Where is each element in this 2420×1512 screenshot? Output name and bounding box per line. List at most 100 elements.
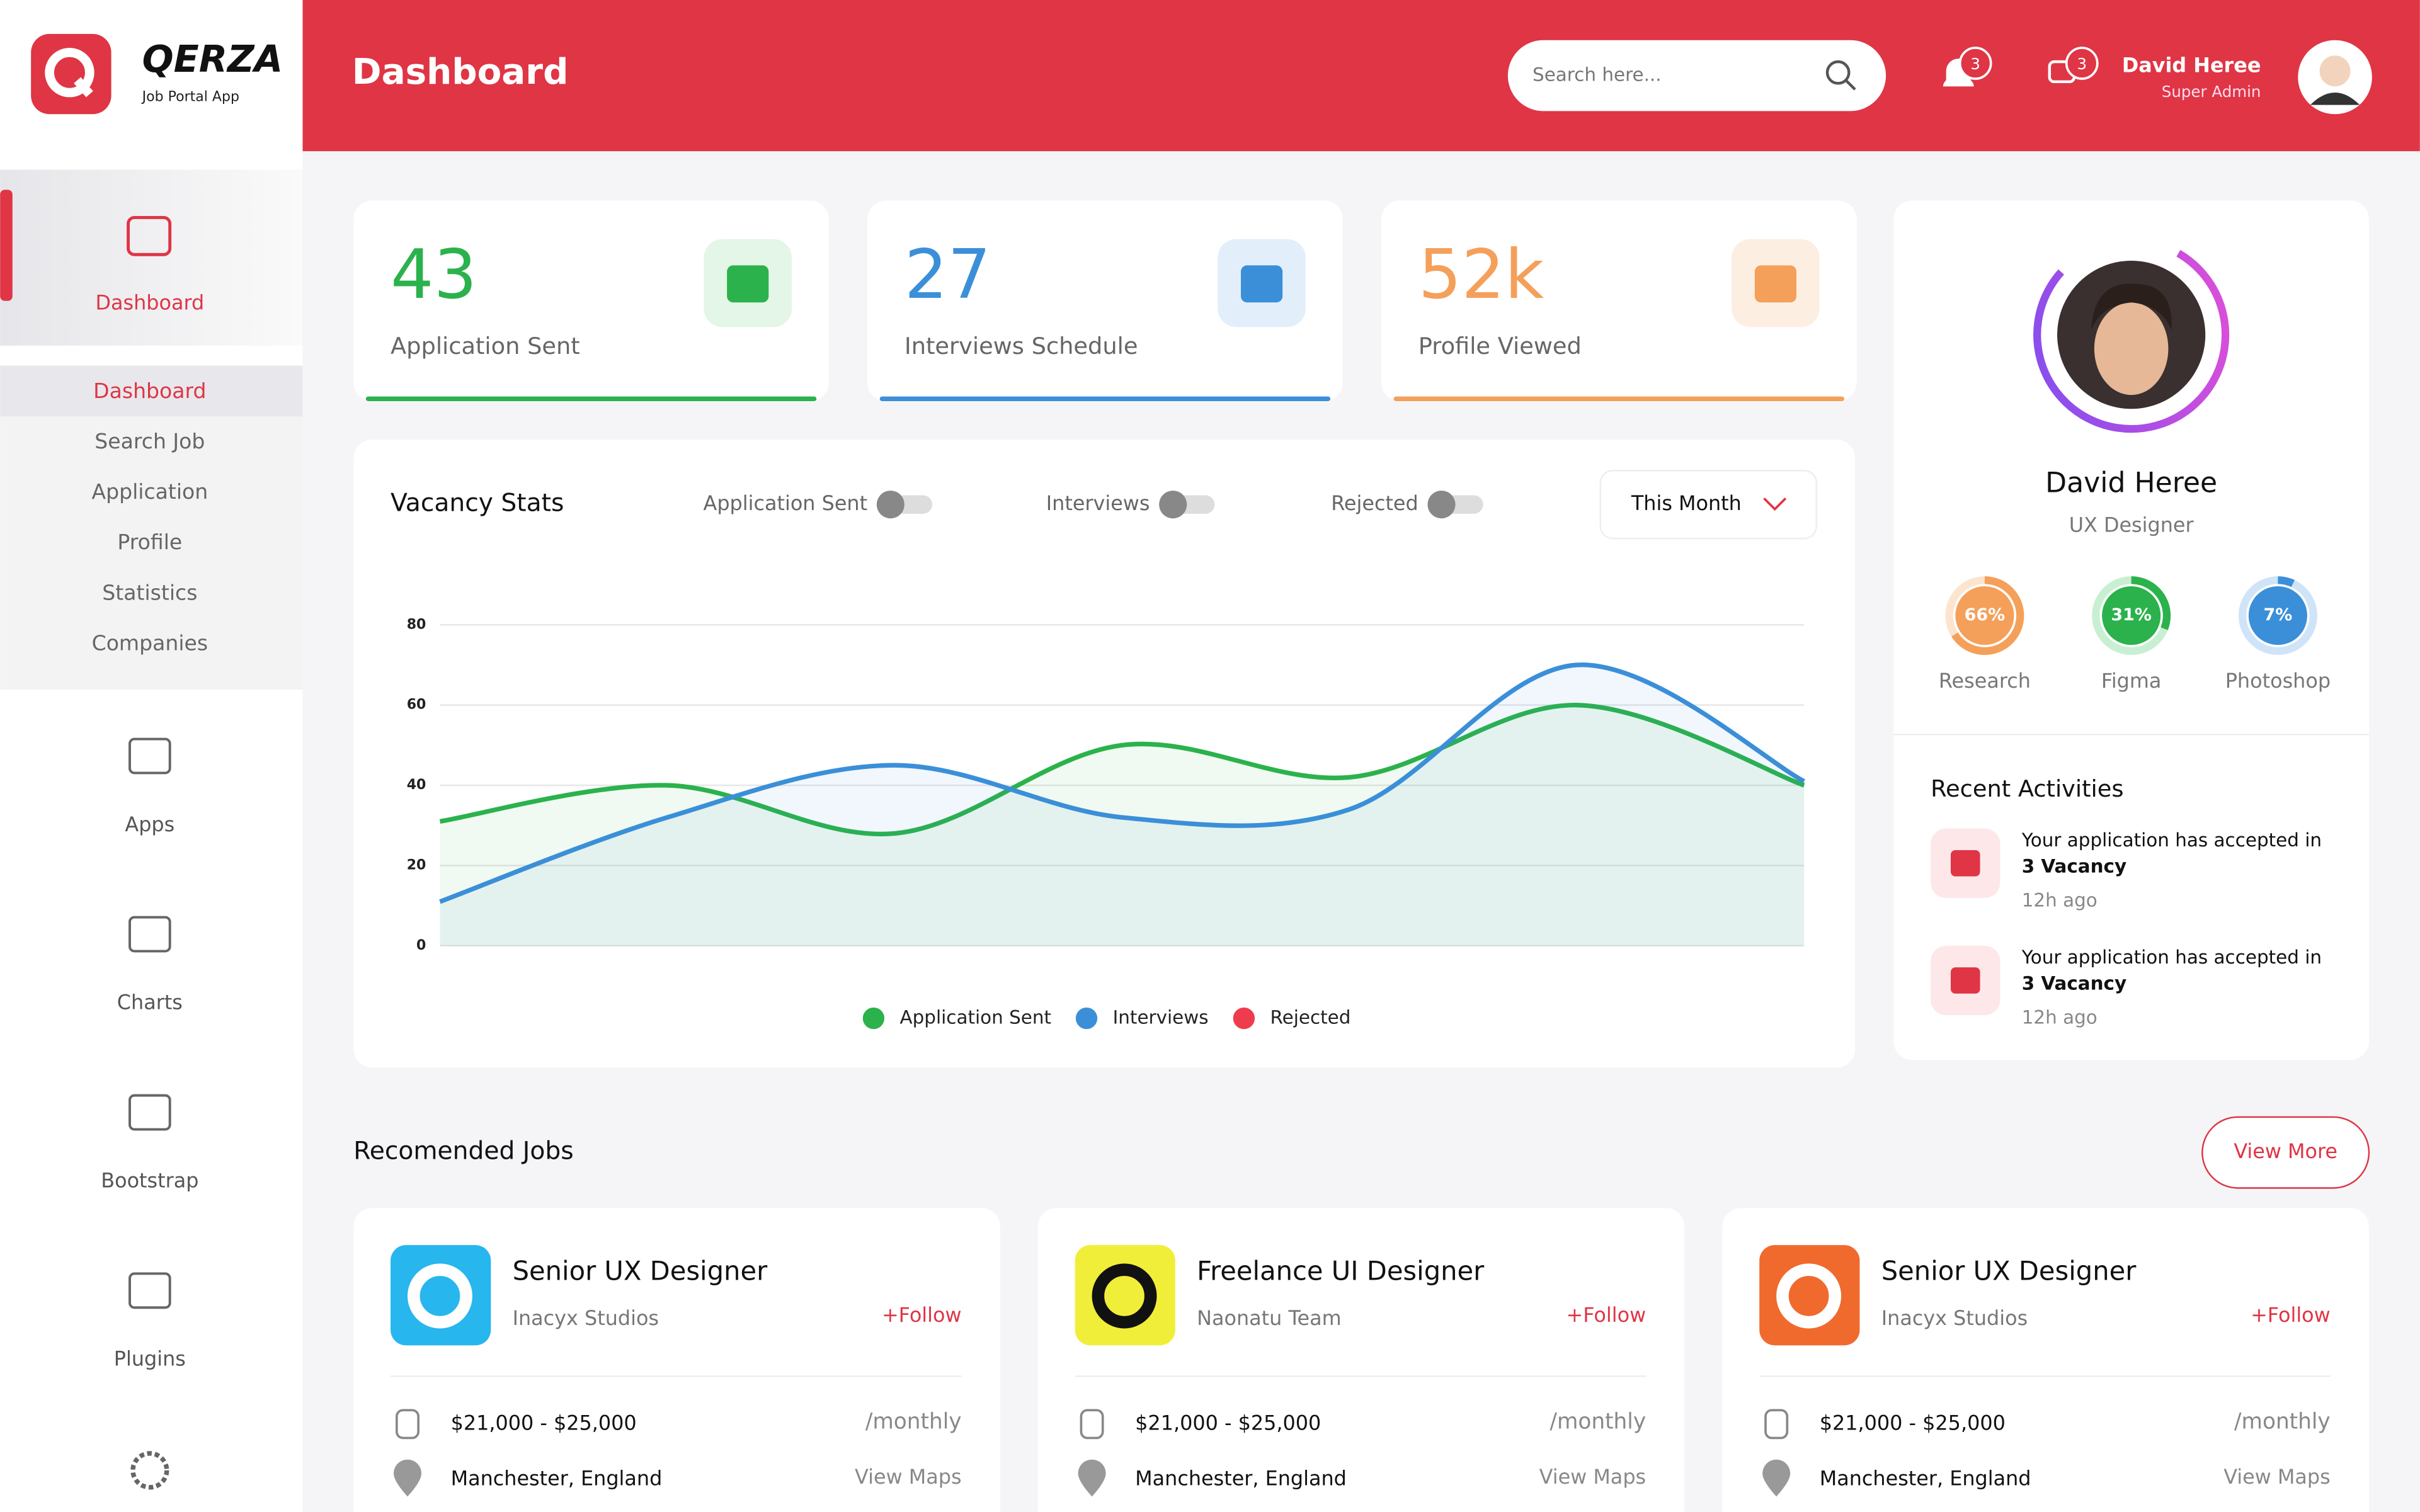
stat-underline (879, 396, 1331, 401)
skill-arc (1945, 576, 2024, 656)
submenu-item[interactable]: Companies (92, 630, 208, 655)
submenu-item[interactable]: Statistics (102, 580, 197, 605)
skill-name: Photoshop (2225, 669, 2331, 693)
profile-name: David Heree (2045, 467, 2217, 499)
submenu-item[interactable]: Profile (117, 530, 182, 554)
legend-label: Interviews (1113, 1007, 1209, 1028)
chart-card (353, 440, 1856, 1068)
activities-title: Recent Activities (1931, 775, 2123, 802)
sidebar-active[interactable]: Dashboard (95, 291, 204, 315)
submenu-item[interactable]: Dashboard (93, 378, 206, 403)
job-follow[interactable]: +Follow (882, 1303, 962, 1327)
skill-value: 31% (2111, 605, 2151, 625)
activity-bold: 3 Vacancy (2022, 973, 2126, 994)
stat-icon (727, 265, 769, 303)
stat-value: 52k (1418, 236, 1544, 314)
series-toggle-label[interactable]: Application Sent (704, 491, 868, 515)
profile-role: UX Designer (2069, 513, 2195, 537)
job-period: /monthly (1550, 1409, 1646, 1434)
search-box[interactable] (1507, 40, 1886, 111)
toggle-knob (1159, 491, 1187, 519)
activity-text: Your application has accepted in (2021, 946, 2322, 968)
view-more-label[interactable]: View More (2234, 1139, 2337, 1163)
menu-icon (128, 1094, 171, 1131)
avatar-ring (2033, 237, 2230, 433)
menu-icon (128, 1272, 171, 1309)
submenu-item[interactable]: Search Job (94, 429, 205, 453)
skill-core (1955, 586, 2014, 645)
period-label: This Month (1631, 491, 1742, 515)
stat-value: 43 (391, 236, 477, 314)
toggle-knob (1427, 491, 1456, 519)
user-name: David Heree (2122, 53, 2261, 77)
menu-icon (128, 916, 171, 953)
chevron (1763, 497, 1787, 511)
menu-item[interactable]: Plugins (114, 1347, 186, 1371)
job-card (353, 1208, 1000, 1512)
location-icon (1762, 1459, 1791, 1497)
job-salary: $21,000 - $25,000 (1820, 1411, 2006, 1435)
activity-time: 12h ago (2022, 1007, 2098, 1028)
job-map[interactable]: View Maps (2223, 1465, 2330, 1489)
job-map[interactable]: View Maps (855, 1465, 961, 1489)
job-title: Freelance UI Designer (1197, 1255, 1485, 1286)
y-tick-label: 20 (407, 857, 426, 873)
job-salary: $21,000 - $25,000 (1135, 1411, 1321, 1435)
submenu-item[interactable]: Application (91, 479, 208, 504)
location-icon (393, 1459, 422, 1497)
job-follow[interactable]: +Follow (2251, 1303, 2331, 1327)
series-line (439, 662, 1805, 904)
job-period: /monthly (865, 1409, 962, 1434)
y-tick-label: 80 (407, 617, 426, 632)
salary-icon (1080, 1409, 1104, 1440)
job-logo (1759, 1245, 1860, 1346)
stat-icon (1754, 265, 1796, 303)
series-toggle-label[interactable]: Rejected (1331, 491, 1418, 515)
notification-count: 3 (1970, 55, 1980, 73)
y-tick-label: 0 (416, 938, 426, 953)
period-dropdown[interactable] (1599, 470, 1818, 540)
activity-bold: 3 Vacancy (2022, 855, 2126, 877)
legend-swatch (1075, 1007, 1098, 1030)
badge (2065, 47, 2099, 80)
submenu-active (0, 365, 303, 417)
series-toggle-label[interactable]: Interviews (1046, 491, 1150, 515)
legend-label: Rejected (1270, 1007, 1351, 1028)
legend-swatch (862, 1007, 885, 1030)
profile-hair (2091, 283, 2172, 331)
y-tick-label: 60 (407, 697, 426, 713)
stat-icon (1241, 265, 1283, 303)
toggle-knob (876, 491, 905, 519)
badge (1958, 47, 1992, 80)
legend-label: Application Sent (900, 1007, 1051, 1028)
settings-icon (130, 1451, 169, 1490)
job-follow[interactable]: +Follow (1567, 1303, 1647, 1327)
menu-item[interactable]: Apps (125, 812, 174, 836)
stat-label: Profile Viewed (1418, 333, 1582, 360)
location-icon (1078, 1459, 1106, 1497)
skill-core (2102, 586, 2161, 645)
menu-item[interactable]: Bootstrap (101, 1169, 198, 1193)
profile-face (2094, 302, 2169, 395)
job-map[interactable]: View Maps (1539, 1465, 1646, 1489)
legend-swatch (1233, 1007, 1255, 1030)
menu-icon (128, 737, 171, 775)
search-placeholder: Search here... (1532, 64, 1662, 86)
avatar-body (2310, 93, 2360, 105)
view-more-button[interactable] (2201, 1116, 2370, 1189)
job-title: Senior UX Designer (1881, 1255, 2137, 1286)
menu-item[interactable]: Charts (117, 991, 183, 1015)
search-icon (1825, 60, 1851, 85)
job-salary: $21,000 - $25,000 (451, 1411, 637, 1435)
submenu-bg (0, 365, 303, 690)
job-location: Manchester, England (451, 1467, 663, 1491)
skill-core (2248, 586, 2307, 645)
jobs-title: Recomended Jobs (353, 1137, 573, 1166)
job-company: Inacyx Studios (513, 1306, 659, 1330)
stat-label: Interviews Schedule (905, 333, 1138, 360)
job-card (1037, 1208, 1685, 1512)
stat-value: 27 (905, 236, 991, 314)
salary-icon (396, 1409, 420, 1440)
